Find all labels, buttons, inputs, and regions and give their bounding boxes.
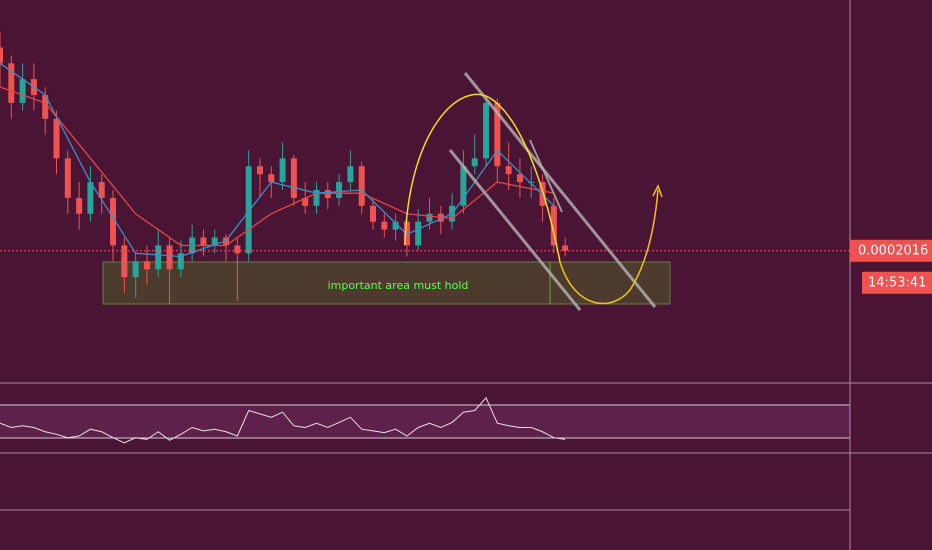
channel-line [448,149,582,311]
candle-body [347,166,354,183]
candle-body [268,174,275,183]
annotation: important area must hold [328,279,469,292]
candle-body [76,197,83,214]
candle-body [200,237,207,246]
last-price-label: 0.0002016 [858,243,928,258]
candle-body [245,166,252,254]
candle-body [313,190,320,206]
candle-body [324,190,331,198]
plot [0,31,850,444]
candle-body [98,182,105,198]
candle-body [392,221,399,230]
candle-body [177,253,184,270]
candle-body [483,102,490,159]
candle-body [121,245,128,278]
candle-body [110,197,117,246]
candle-body [494,102,501,167]
candle-body [155,245,162,270]
candle-body [8,63,15,103]
axes: 0.0002016 14:53:41 [850,239,932,294]
support-zone [102,261,671,305]
candle-body [426,213,433,222]
candle-body [302,197,309,206]
candle-body [528,182,535,184]
candle-body [358,166,365,206]
candle-body [87,182,94,214]
candle-body [460,166,467,206]
candle-body [415,221,422,246]
projection-curve [559,189,659,305]
candle-body [370,205,377,222]
candle-body [256,166,263,175]
candle-body [234,245,241,254]
candle-body [143,261,150,270]
candle-body [279,158,286,183]
candle-body [381,221,388,230]
candle-body [211,237,218,246]
moving-average [0,62,555,258]
arrow-head [652,184,663,198]
candle-body [290,158,297,198]
candle-body [223,237,230,246]
candle-body [471,158,478,167]
candle-body [19,79,26,103]
candle-body [0,47,3,64]
candle-body [132,261,139,278]
moving-average [0,86,554,247]
rsi-line [0,396,566,444]
candle-body [166,245,173,270]
ellipse-drawing [404,93,561,263]
candle-body [516,174,523,183]
channel-line [529,139,563,213]
countdown-box [862,271,932,294]
candle-body [64,158,71,198]
channel-line [463,72,657,308]
candle-body [505,166,512,175]
countdown: 14:53:41 [868,275,926,290]
last-price-box [850,239,932,262]
rsi-band [0,405,850,438]
candle-body [562,245,569,251]
candle-body [53,118,60,159]
candle-body [42,95,49,119]
candle-body [550,205,557,246]
candle-body [336,182,343,198]
